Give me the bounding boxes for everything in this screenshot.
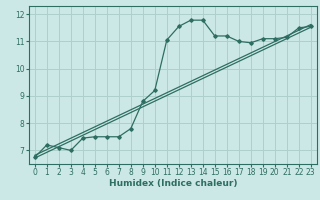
X-axis label: Humidex (Indice chaleur): Humidex (Indice chaleur) <box>108 179 237 188</box>
